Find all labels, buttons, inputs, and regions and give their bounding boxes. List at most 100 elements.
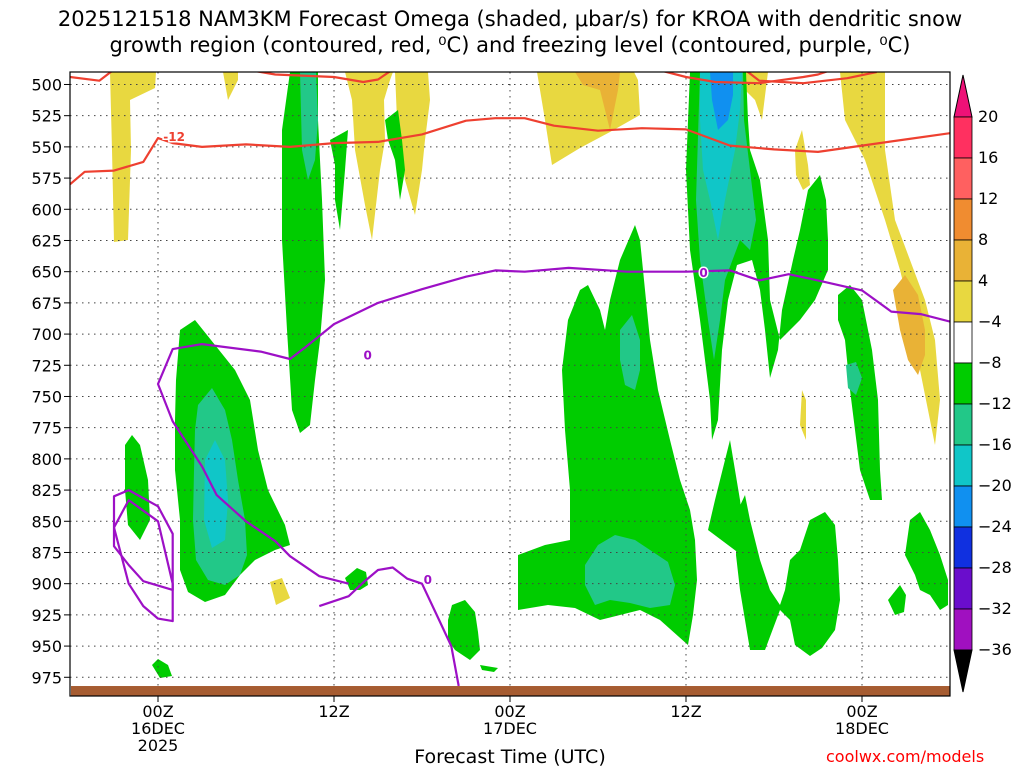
y-tick-label-975: 975 bbox=[31, 668, 62, 687]
contour-label-zero-c: 0 bbox=[699, 266, 707, 280]
colorbar-label-10: −24 bbox=[978, 517, 1012, 536]
credit-text: coolwx.com/models bbox=[826, 747, 984, 766]
colorbar-extend-top bbox=[953, 74, 973, 118]
x-tick-label-2-2: 17DEC bbox=[483, 719, 537, 738]
omega-shade-teal-right-small bbox=[846, 362, 862, 395]
x-tick-label-4-1: 00Z bbox=[846, 702, 877, 721]
contour-zero-line-0 bbox=[318, 566, 460, 687]
colorbar-label-1: 16 bbox=[978, 148, 998, 167]
omega-shade-green-center-upper bbox=[330, 130, 348, 230]
colorbar-label-12: −32 bbox=[978, 599, 1012, 618]
y-tick-label-750: 750 bbox=[31, 387, 62, 406]
omega-shade-green-small-bottom-a bbox=[152, 659, 172, 678]
colorbar-swatch-12 bbox=[953, 608, 973, 651]
colorbar-swatch-10 bbox=[953, 526, 973, 569]
y-tick-label-550: 550 bbox=[31, 138, 62, 157]
colorbar: 20 16 12 8 4 −4 −8 −12 −16 −20 −24 −28 −32 −36 bbox=[953, 74, 1012, 693]
colorbar-label-2: 12 bbox=[978, 189, 998, 208]
omega-shade-green-tall-left bbox=[282, 72, 325, 433]
y-tick-label-900: 900 bbox=[31, 575, 62, 594]
y-tick-label-700: 700 bbox=[31, 325, 62, 344]
omega-shade-green-right-blob bbox=[736, 495, 840, 656]
colorbar-label-3: 8 bbox=[978, 230, 988, 249]
x-tick-label-4-2: 18DEC bbox=[835, 719, 889, 738]
contour-minus12-line-1 bbox=[70, 72, 391, 84]
y-tick-label-825: 825 bbox=[31, 481, 62, 500]
x-tick-label-2-1: 00Z bbox=[494, 702, 525, 721]
terrain-ground bbox=[71, 686, 950, 696]
colorbar-extend-bottom bbox=[953, 649, 973, 693]
y-tick-label-675: 675 bbox=[31, 294, 62, 313]
y-tick-label-500: 500 bbox=[31, 75, 62, 94]
contour-zero-line-3 bbox=[112, 499, 174, 623]
chart-title-line1: 2025121518 NAM3KM Forecast Omega (shaded… bbox=[58, 7, 962, 31]
x-tick-label-3-1: 12Z bbox=[670, 702, 701, 721]
omega-shade-yellow-small-2 bbox=[270, 578, 290, 605]
y-axis: 500 525 550 575 600 625 650 675 700 725 750 775 800 8… bbox=[31, 75, 70, 687]
y-tick-label-625: 625 bbox=[31, 231, 62, 250]
omega-shade-yellow-right-strip bbox=[795, 130, 810, 190]
x-tick-label-0-3: 2025 bbox=[138, 736, 179, 755]
contour-zero-line-2 bbox=[112, 489, 174, 592]
y-tick-label-775: 775 bbox=[31, 419, 62, 438]
colorbar-label-7: −12 bbox=[978, 394, 1012, 413]
colorbar-label-6: −8 bbox=[978, 353, 1002, 372]
y-tick-label-600: 600 bbox=[31, 200, 62, 219]
omega-shade-cyan-right bbox=[700, 72, 742, 240]
omega-shade-yellow-center-b bbox=[395, 72, 430, 215]
colorbar-label-5: −4 bbox=[978, 312, 1002, 331]
colorbar-label-9: −20 bbox=[978, 476, 1012, 495]
y-tick-label-950: 950 bbox=[31, 637, 62, 656]
contour-label-zero-b: 0 bbox=[424, 573, 432, 587]
x-axis-label: Forecast Time (UTC) bbox=[414, 746, 605, 768]
contour-label-minus-12: -12 bbox=[163, 130, 185, 144]
contour-minus12-line-3 bbox=[746, 72, 877, 85]
y-tick-label-525: 525 bbox=[31, 107, 62, 126]
omega-shade-green-left-thin bbox=[125, 435, 150, 540]
y-tick-label-850: 850 bbox=[31, 512, 62, 531]
omega-shade-teal-center-upper bbox=[300, 72, 318, 180]
y-tick-label-575: 575 bbox=[31, 169, 62, 188]
omega-shade-yellow-upper-left bbox=[110, 72, 156, 242]
colorbar-swatch-5 bbox=[953, 321, 973, 364]
y-tick-label-875: 875 bbox=[31, 543, 62, 562]
y-tick-label-650: 650 bbox=[31, 263, 62, 282]
colorbar-label-13: −36 bbox=[978, 640, 1012, 659]
colorbar-label-0: 20 bbox=[978, 107, 998, 126]
colorbar-swatch-0 bbox=[953, 116, 973, 159]
omega-shade-green-small-bottom-b bbox=[480, 665, 498, 672]
colorbar-swatch-8 bbox=[953, 444, 973, 487]
omega-shade-green-far-right-a bbox=[905, 512, 948, 610]
x-tick-label-0-2: 16DEC bbox=[131, 719, 185, 738]
omega-shade-green-center-lower bbox=[385, 110, 405, 200]
contour-minus12-line-0 bbox=[70, 117, 950, 186]
colorbar-label-4: 4 bbox=[978, 271, 988, 290]
y-tick-label-925: 925 bbox=[31, 606, 62, 625]
omega-shade-yellow-small-top bbox=[223, 72, 238, 100]
omega-shade-yellow-center-a bbox=[345, 72, 393, 240]
contour-zero-line-1 bbox=[156, 266, 950, 585]
y-tick-label-725: 725 bbox=[31, 356, 62, 375]
chart-title-line2: growth region (contoured, red, ⁰C) and f… bbox=[109, 33, 910, 57]
omega-shade-green-far-right-b bbox=[888, 585, 906, 615]
omega-shade-yellow-right-tail bbox=[840, 72, 940, 445]
contour-minus12-line-2 bbox=[662, 72, 829, 85]
contour-label-zero-a: 0 bbox=[364, 348, 372, 362]
omega-shade-blue-right bbox=[710, 72, 733, 130]
colorbar-swatch-9 bbox=[953, 485, 973, 528]
colorbar-label-11: −28 bbox=[978, 558, 1012, 577]
colorbar-swatch-7 bbox=[953, 403, 973, 446]
colorbar-swatch-6 bbox=[953, 362, 973, 405]
omega-shade-orange-top bbox=[575, 72, 620, 130]
omega-shade-green-big-middle bbox=[518, 225, 697, 645]
omega-shading bbox=[110, 72, 948, 678]
colorbar-swatch-11 bbox=[953, 567, 973, 610]
omega-shade-teal-middle-lower bbox=[585, 535, 675, 608]
colorbar-swatch-4 bbox=[953, 280, 973, 323]
colorbar-swatch-2 bbox=[953, 198, 973, 241]
colorbar-label-8: −16 bbox=[978, 435, 1012, 454]
omega-shade-orange-right bbox=[893, 275, 925, 375]
